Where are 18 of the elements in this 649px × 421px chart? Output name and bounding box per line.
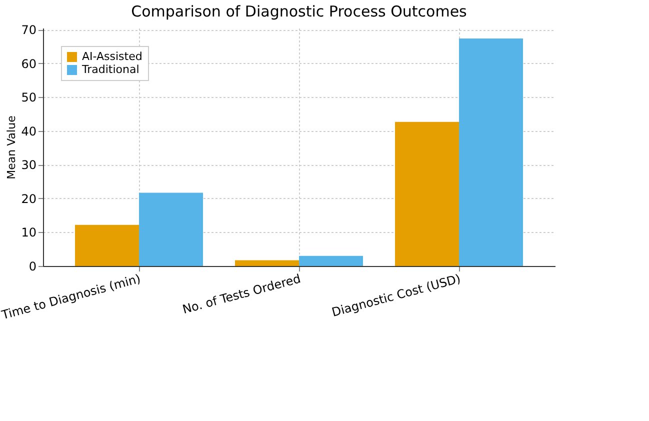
y-tick-label: 40 (21, 124, 36, 138)
y-tick-label: 0 (28, 260, 36, 274)
bar (139, 192, 203, 266)
y-tick-label: 50 (21, 90, 36, 105)
y-tick-label: 60 (21, 56, 36, 71)
legend-label: AI-Assisted (82, 50, 142, 63)
chart-title: Comparison of Diagnostic Process Outcomes (131, 2, 468, 21)
y-tick-label: 20 (21, 192, 36, 206)
y-axis-title: Mean Value (5, 115, 18, 180)
y-tick-label: 10 (21, 226, 36, 240)
y-tick-label: 70 (21, 23, 36, 38)
bar (395, 122, 459, 266)
bar (75, 224, 139, 266)
legend-label: Traditional (81, 63, 140, 76)
bar (459, 38, 523, 266)
y-tick-label: 30 (21, 158, 36, 172)
bar (299, 256, 363, 266)
bar (235, 260, 299, 266)
